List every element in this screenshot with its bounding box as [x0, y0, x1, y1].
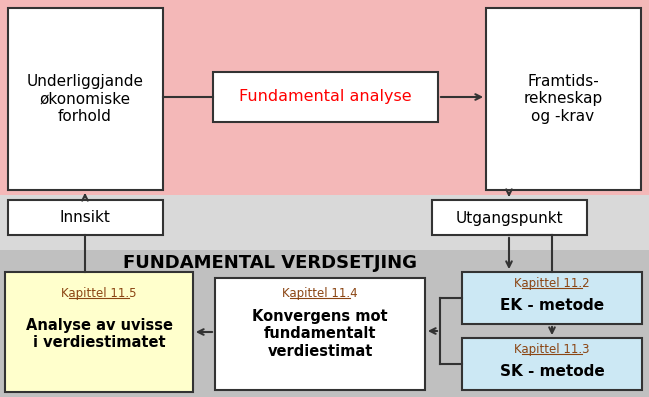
Bar — [0, 195, 649, 250]
Bar — [0, 250, 649, 397]
Text: Kapittel 11.3: Kapittel 11.3 — [514, 343, 590, 355]
Bar — [8, 8, 163, 190]
Text: Kapittel 11.4: Kapittel 11.4 — [282, 287, 358, 299]
Text: Utgangspunkt: Utgangspunkt — [455, 210, 563, 225]
Text: Analyse av uvisse
i verdiestimatet: Analyse av uvisse i verdiestimatet — [25, 318, 173, 350]
Text: Kapittel 11.2: Kapittel 11.2 — [514, 276, 590, 289]
Text: Konvergens mot
fundamentalt
verdiestimat: Konvergens mot fundamentalt verdiestimat — [252, 309, 388, 359]
Text: EK - metode: EK - metode — [500, 297, 604, 312]
Text: Innsikt: Innsikt — [60, 210, 110, 225]
Text: Kapittel 11.5: Kapittel 11.5 — [61, 287, 137, 299]
Bar — [5, 272, 193, 392]
Text: Fundamental analyse: Fundamental analyse — [239, 89, 411, 104]
Bar — [462, 272, 642, 324]
Bar — [432, 200, 587, 235]
Bar — [8, 200, 163, 235]
Bar — [0, 0, 649, 195]
Bar — [462, 338, 642, 390]
Text: FUNDAMENTAL VERDSETJING: FUNDAMENTAL VERDSETJING — [123, 254, 417, 272]
Bar — [486, 8, 641, 190]
Text: Underliggjande
økonomiske
forhold: Underliggjande økonomiske forhold — [27, 74, 143, 124]
Bar — [215, 278, 425, 390]
Text: SK - metode: SK - metode — [500, 364, 604, 378]
Text: Framtids-
rekneskap
og -krav: Framtids- rekneskap og -krav — [523, 74, 603, 124]
Bar — [213, 72, 438, 122]
